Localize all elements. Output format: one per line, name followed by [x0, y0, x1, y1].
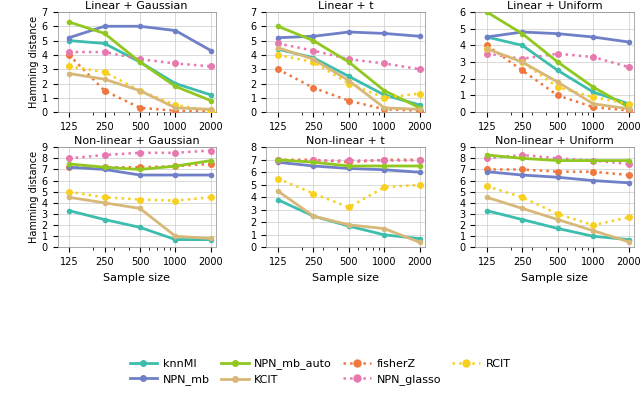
Title: Non-linear + t: Non-linear + t — [306, 136, 385, 146]
X-axis label: Sample size: Sample size — [521, 273, 588, 282]
Title: Linear + t: Linear + t — [318, 1, 373, 11]
Y-axis label: Hamming distance: Hamming distance — [29, 151, 39, 243]
Title: Non-linear + Gaussian: Non-linear + Gaussian — [74, 136, 200, 146]
X-axis label: Sample size: Sample size — [103, 273, 170, 282]
X-axis label: Sample size: Sample size — [312, 273, 379, 282]
Title: Linear + Gaussian: Linear + Gaussian — [86, 1, 188, 11]
Legend: knnMI, NPN_mb, NPN_mb_auto, KCIT, fisherZ, NPN_glasso, RCIT: knnMI, NPN_mb, NPN_mb_auto, KCIT, fisher… — [125, 354, 515, 389]
Title: Linear + Uniform: Linear + Uniform — [507, 1, 602, 11]
Title: Non-linear + Uniform: Non-linear + Uniform — [495, 136, 614, 146]
Y-axis label: Hamming distance: Hamming distance — [29, 16, 39, 108]
